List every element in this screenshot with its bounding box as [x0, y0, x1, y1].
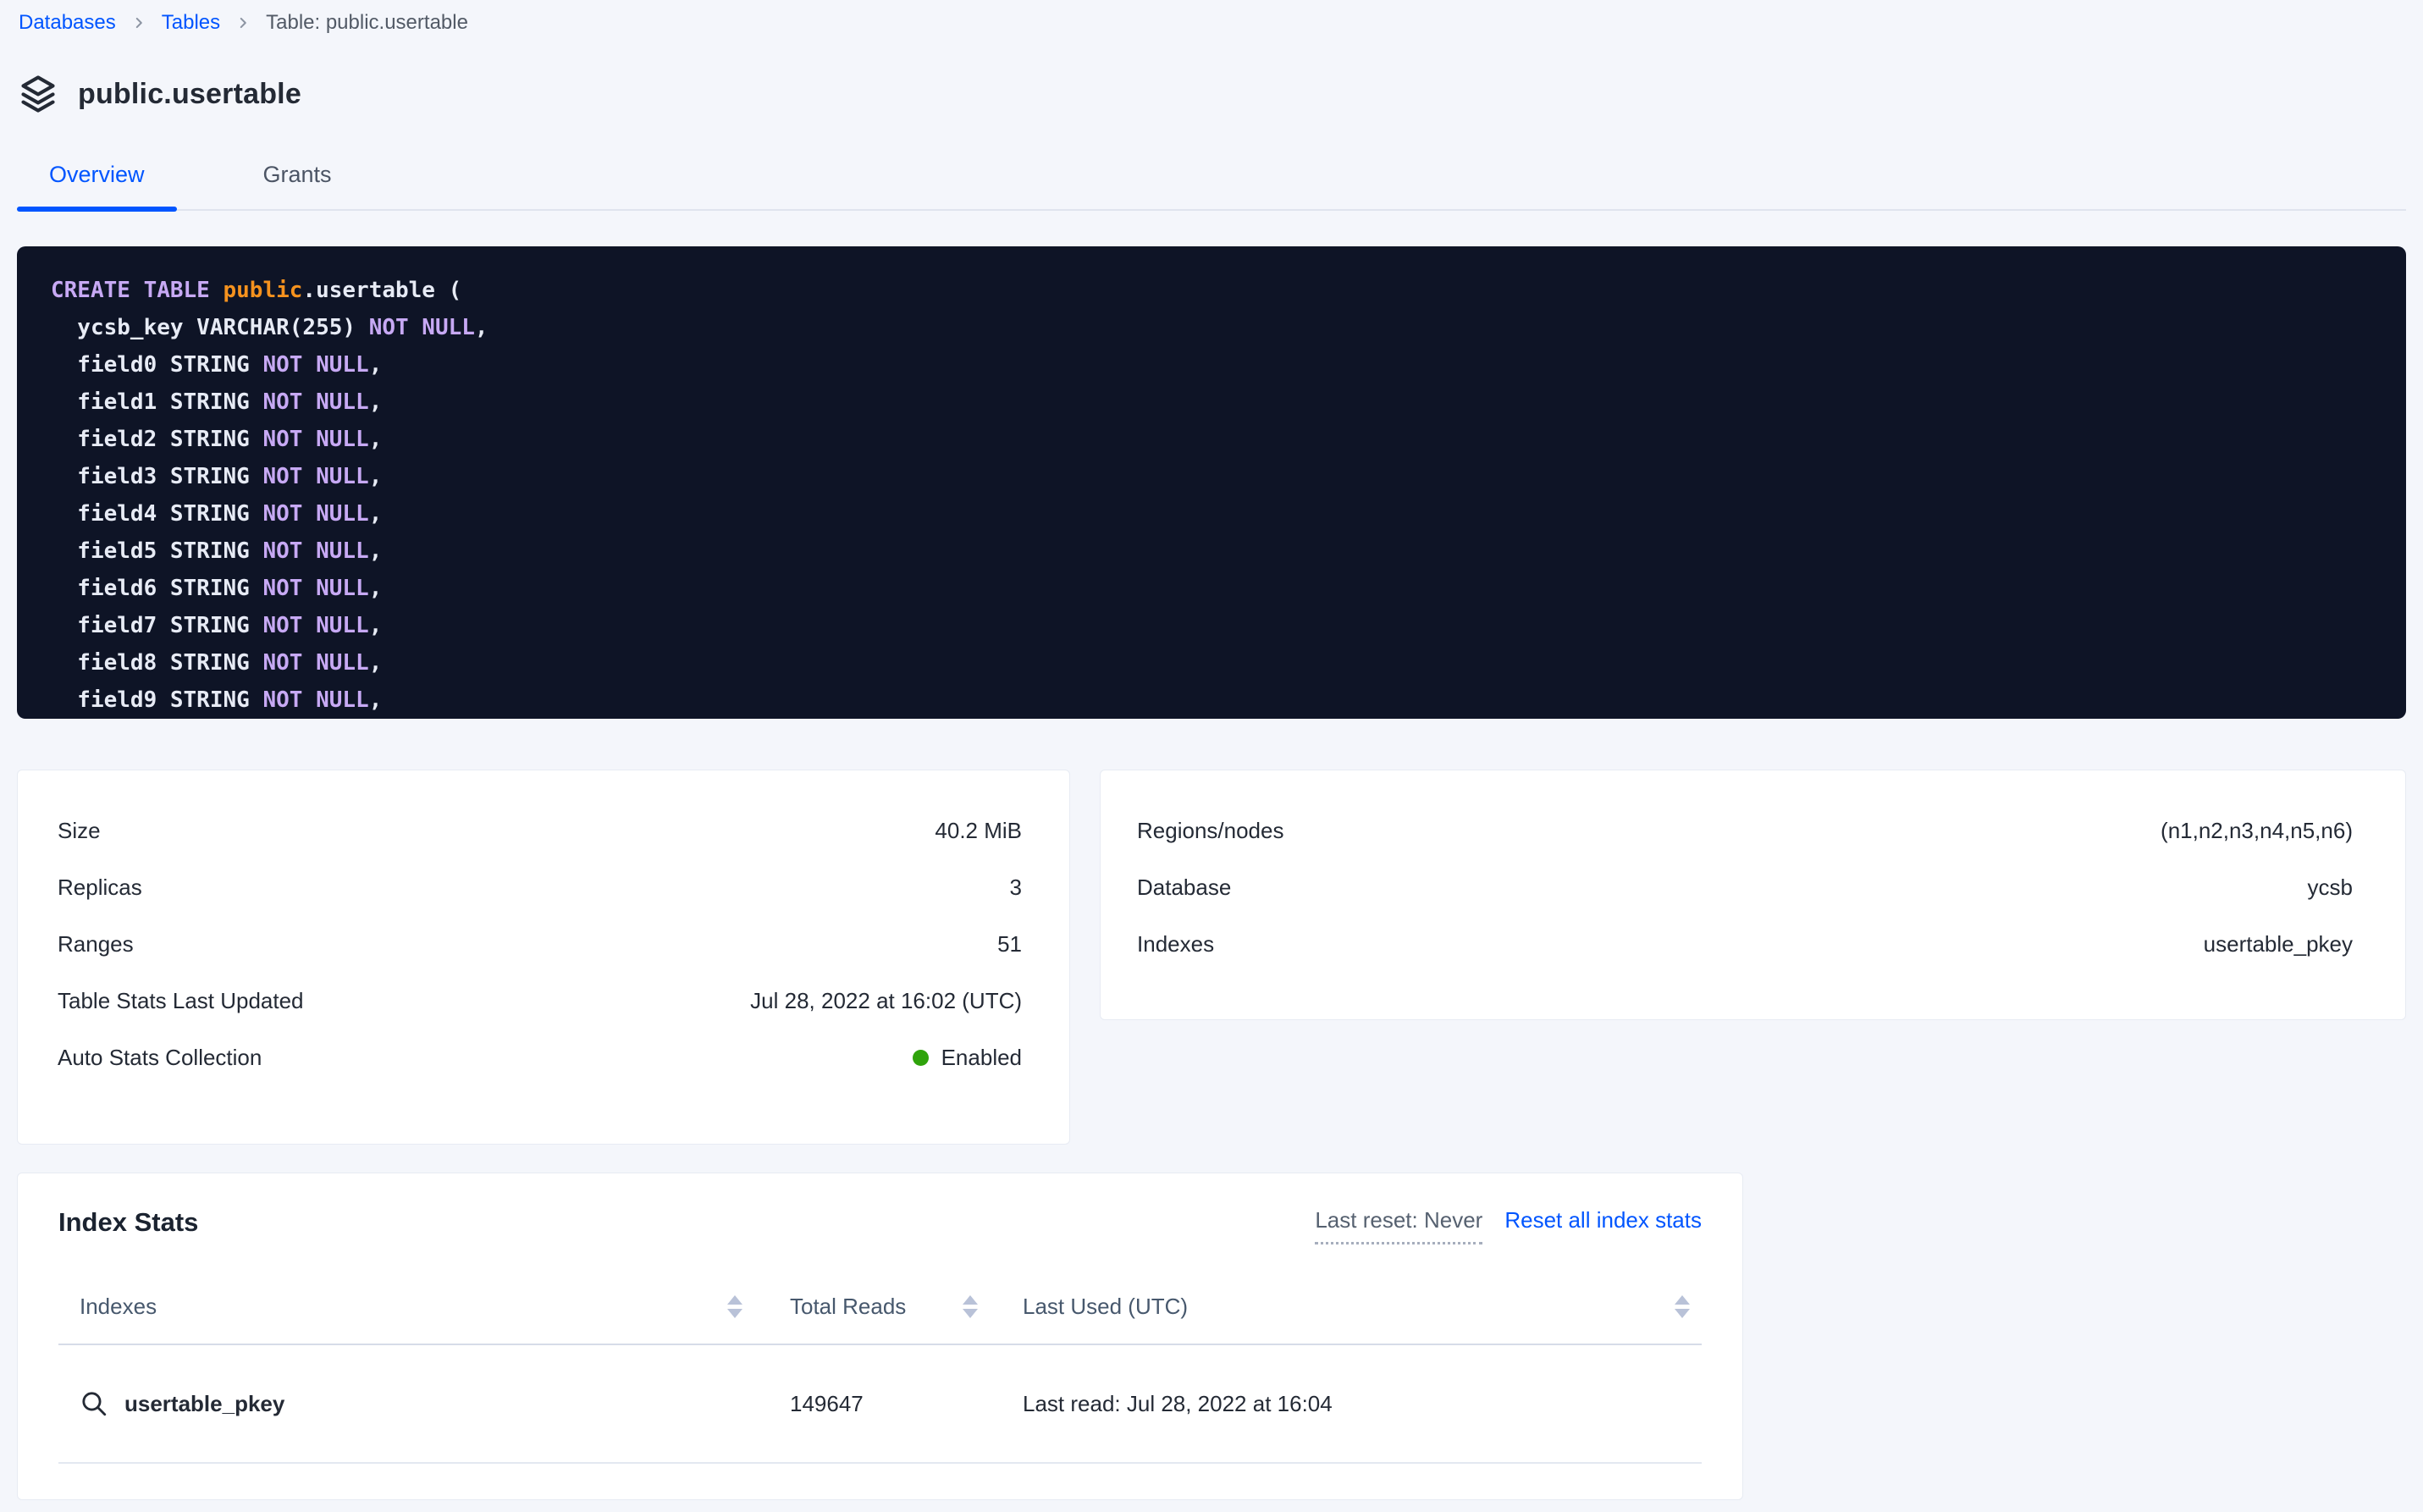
table-location-card: Regions/nodes (n1,n2,n3,n4,n5,n6) Databa…: [1100, 770, 2406, 1020]
sql-code-line: field4 STRING NOT NULL,: [51, 501, 383, 527]
index-stats-header: Index Stats Last reset: Never Reset all …: [58, 1207, 1702, 1244]
sql-code-line: ycsb_key VARCHAR(255) NOT NULL,: [51, 315, 488, 340]
stat-label: Auto Stats Collection: [58, 1045, 262, 1070]
stat-row-ranges: Ranges 51: [58, 916, 1022, 973]
index-stats-card: Index Stats Last reset: Never Reset all …: [17, 1173, 1743, 1500]
sql-code-line: field3 STRING NOT NULL,: [51, 464, 383, 489]
sort-arrows-icon: [1675, 1295, 1690, 1318]
stat-row-stats-updated: Table Stats Last Updated Jul 28, 2022 at…: [58, 973, 1022, 1029]
reset-index-stats-link[interactable]: Reset all index stats: [1504, 1207, 1702, 1233]
stat-label: Ranges: [58, 931, 134, 957]
table-stats-card: Size 40.2 MiB Replicas 3 Ranges 51 Table…: [17, 770, 1071, 1145]
column-header-last-used[interactable]: Last Used (UTC): [986, 1294, 1702, 1320]
stat-label: Regions/nodes: [1137, 818, 1284, 843]
sort-arrows-icon: [963, 1295, 978, 1318]
stat-value: Jul 28, 2022 at 16:02 (UTC): [750, 988, 1023, 1013]
overview-stats-section: Size 40.2 MiB Replicas 3 Ranges 51 Table…: [17, 770, 2406, 1145]
stat-row-auto-stats: Auto Stats Collection Enabled: [58, 1029, 1022, 1086]
chevron-right-icon: [235, 15, 251, 30]
column-header-total-reads[interactable]: Total Reads: [758, 1294, 986, 1320]
stat-label: Indexes: [1137, 931, 1215, 957]
chevron-right-icon: [131, 15, 146, 30]
stat-row-database: Database ycsb: [1137, 859, 2353, 916]
stat-label: Table Stats Last Updated: [58, 988, 304, 1013]
index-name-link[interactable]: usertable_pkey: [124, 1390, 285, 1416]
breadcrumb-link-databases[interactable]: Databases: [19, 11, 116, 34]
stat-value: 51: [997, 931, 1023, 957]
status-enabled-dot: [912, 1050, 929, 1066]
index-last-used: Last read: Jul 28, 2022 at 16:04: [1023, 1390, 1333, 1416]
stat-row-indexes: Indexes usertable_pkey: [1137, 916, 2353, 973]
column-label: Indexes: [80, 1294, 157, 1319]
table-stack-icon: [21, 75, 55, 113]
stat-value: 3: [1009, 875, 1023, 900]
sql-code-line: field0 STRING NOT NULL,: [51, 352, 383, 378]
breadcrumb-current: Table: public.usertable: [266, 11, 468, 34]
sql-code-line: CREATE TABLE public.usertable (: [51, 278, 462, 303]
page-title: public.usertable: [78, 77, 301, 110]
index-total-reads: 149647: [790, 1390, 864, 1416]
create-table-sql-block: CREATE TABLE public.usertable ( ycsb_key…: [17, 246, 2406, 719]
sql-code-line: field1 STRING NOT NULL,: [51, 389, 383, 415]
sql-code-line: field7 STRING NOT NULL,: [51, 613, 383, 638]
column-header-indexes[interactable]: Indexes: [58, 1294, 758, 1320]
index-table-row: usertable_pkey 149647 Last read: Jul 28,…: [58, 1345, 1702, 1464]
stat-value: (n1,n2,n3,n4,n5,n6): [2161, 818, 2353, 843]
breadcrumb: Databases Tables Table: public.usertable: [0, 0, 2423, 37]
search-icon: [82, 1392, 107, 1416]
stat-value: usertable_pkey: [2203, 931, 2353, 957]
index-stats-title: Index Stats: [58, 1207, 199, 1237]
breadcrumb-link-tables[interactable]: Tables: [161, 11, 221, 34]
column-label: Last Used (UTC): [1023, 1294, 1189, 1319]
stat-value: ycsb: [2307, 875, 2353, 900]
stat-row-replicas: Replicas 3: [58, 859, 1022, 916]
tab-overview[interactable]: Overview: [17, 161, 177, 212]
tab-grants[interactable]: Grants: [262, 162, 332, 187]
stat-value: Enabled: [912, 1045, 1023, 1071]
tab-bar: Overview Grants: [17, 161, 2406, 212]
index-table-header: Indexes Total Reads Last Used (UTC): [58, 1294, 1702, 1345]
sql-code-line: field6 STRING NOT NULL,: [51, 576, 383, 601]
stat-value: 40.2 MiB: [935, 818, 1023, 843]
sql-code-line: field5 STRING NOT NULL,: [51, 538, 383, 564]
stat-label: Replicas: [58, 875, 142, 900]
sql-code-line: field9 STRING NOT NULL,: [51, 687, 383, 713]
last-reset-label[interactable]: Last reset: Never: [1315, 1207, 1483, 1244]
status-enabled-text: Enabled: [941, 1045, 1023, 1070]
stat-row-regions: Regions/nodes (n1,n2,n3,n4,n5,n6): [1137, 803, 2353, 859]
stat-label: Size: [58, 818, 101, 843]
stat-label: Database: [1137, 875, 1232, 900]
sql-code-line: field2 STRING NOT NULL,: [51, 427, 383, 452]
page-header: public.usertable: [17, 71, 2423, 117]
sort-arrows-icon: [727, 1295, 742, 1318]
column-label: Total Reads: [790, 1294, 907, 1319]
stat-row-size: Size 40.2 MiB: [58, 803, 1022, 859]
sql-code-line: field8 STRING NOT NULL,: [51, 650, 383, 676]
